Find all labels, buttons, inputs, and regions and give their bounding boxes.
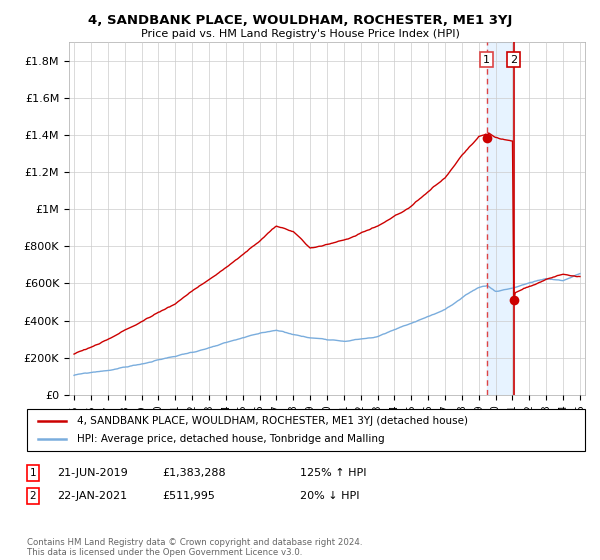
Text: 4, SANDBANK PLACE, WOULDHAM, ROCHESTER, ME1 3YJ: 4, SANDBANK PLACE, WOULDHAM, ROCHESTER, … xyxy=(88,14,512,27)
Text: £511,995: £511,995 xyxy=(162,491,215,501)
Text: 1: 1 xyxy=(29,468,37,478)
Text: 125% ↑ HPI: 125% ↑ HPI xyxy=(300,468,367,478)
Text: 21-JUN-2019: 21-JUN-2019 xyxy=(57,468,128,478)
FancyBboxPatch shape xyxy=(27,409,585,451)
Text: £1,383,288: £1,383,288 xyxy=(162,468,226,478)
Text: 22-JAN-2021: 22-JAN-2021 xyxy=(57,491,127,501)
Text: 4, SANDBANK PLACE, WOULDHAM, ROCHESTER, ME1 3YJ (detached house): 4, SANDBANK PLACE, WOULDHAM, ROCHESTER, … xyxy=(77,416,468,426)
Bar xyxy=(487,42,514,395)
Text: 20% ↓ HPI: 20% ↓ HPI xyxy=(300,491,359,501)
Text: 2: 2 xyxy=(29,491,37,501)
Text: 1: 1 xyxy=(483,55,490,64)
Text: 2: 2 xyxy=(510,55,517,64)
Text: Price paid vs. HM Land Registry's House Price Index (HPI): Price paid vs. HM Land Registry's House … xyxy=(140,29,460,39)
Text: Contains HM Land Registry data © Crown copyright and database right 2024.
This d: Contains HM Land Registry data © Crown c… xyxy=(27,538,362,557)
Text: HPI: Average price, detached house, Tonbridge and Malling: HPI: Average price, detached house, Tonb… xyxy=(77,434,385,444)
